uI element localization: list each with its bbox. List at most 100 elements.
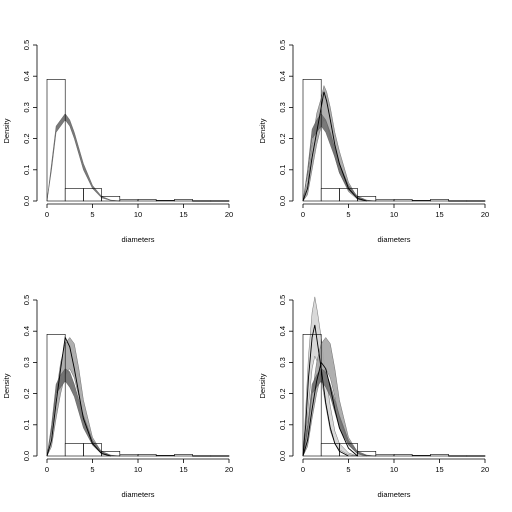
y-tick-label: 0.0: [22, 451, 31, 461]
histogram-bar: [83, 188, 102, 202]
y-tick-label: 0.3: [22, 357, 31, 367]
density-line-2: [302, 361, 358, 457]
x-axis-label: diameters: [122, 235, 155, 244]
y-axis-label: Density: [258, 118, 267, 143]
y-tick-label: 0.4: [278, 71, 287, 81]
histogram-bar: [375, 199, 395, 202]
x-tick-label: 0: [301, 210, 305, 219]
y-tick-label: 0.3: [278, 357, 287, 367]
x-tick-label: 10: [390, 210, 398, 219]
density-line-1: [46, 335, 111, 457]
x-tick-label: 5: [90, 465, 94, 474]
y-tick-label: 0.5: [278, 295, 287, 305]
y-tick-label: 0.1: [278, 165, 287, 175]
histogram-bar: [101, 196, 121, 202]
density-band-1: [46, 113, 120, 202]
histogram-bar: [430, 454, 449, 457]
x-axis: 0 5 10 15 20 diameters: [301, 458, 489, 499]
histogram-bar: [174, 454, 193, 457]
histogram-bar: [64, 443, 84, 457]
chart-panel-top-right: 0 5 10 15 20 diameters 0.0 0.1 0.2 0.3 0.4 0.5 Densi…: [258, 40, 489, 244]
y-axis: 0.0 0.1 0.2 0.3 0.4 0.5 Density: [258, 295, 294, 461]
x-tick-label: 0: [301, 465, 305, 474]
x-tick-label: 20: [481, 210, 489, 219]
x-tick-label: 20: [225, 210, 233, 219]
histogram-bar: [137, 199, 157, 202]
histogram-bar: [357, 196, 377, 202]
y-axis-label: Density: [2, 118, 11, 143]
x-tick-label: 20: [225, 465, 233, 474]
y-axis: 0.0 0.1 0.2 0.3 0.4 0.5 Density: [258, 40, 294, 206]
histogram-bar: [466, 200, 486, 202]
x-tick-label: 5: [346, 465, 350, 474]
y-tick-label: 0.5: [278, 40, 287, 50]
x-tick-label: 15: [435, 210, 443, 219]
histogram-bar: [320, 188, 340, 202]
y-tick-label: 0.2: [278, 388, 287, 398]
x-axis-label: diameters: [378, 490, 411, 499]
y-tick-label: 0.1: [22, 420, 31, 430]
histogram-bar: [101, 451, 121, 457]
y-tick-label: 0.5: [22, 295, 31, 305]
x-axis-label: diameters: [378, 235, 411, 244]
histogram-bar: [339, 443, 358, 457]
histogram-bar: [64, 188, 84, 202]
y-tick-label: 0.4: [22, 326, 31, 336]
histogram-bar: [210, 455, 230, 457]
x-axis: 0 5 10 15 20 diameters: [45, 203, 233, 244]
histogram-bar: [119, 199, 139, 202]
y-axis: 0.0 0.1 0.2 0.3 0.4 0.5 Density: [2, 40, 38, 206]
y-tick-label: 0.2: [278, 133, 287, 143]
y-tick-label: 0.1: [278, 420, 287, 430]
chart-panel-bottom-left: 0 5 10 15 20 diameters 0.0 0.1 0.2 0.3 0.4 0.5 Densi…: [2, 295, 233, 499]
x-tick-label: 0: [45, 210, 49, 219]
histogram-bar: [46, 334, 66, 457]
histogram-bar: [357, 451, 377, 457]
histogram-bar: [448, 200, 468, 202]
y-tick-label: 0.5: [22, 40, 31, 50]
x-tick-label: 20: [481, 465, 489, 474]
y-tick-label: 0.4: [278, 326, 287, 336]
y-tick-label: 0.2: [22, 388, 31, 398]
x-tick-label: 10: [390, 465, 398, 474]
histogram-bar: [430, 199, 449, 202]
histogram-bar: [302, 334, 322, 457]
x-tick-label: 5: [90, 210, 94, 219]
histogram-bar: [155, 455, 175, 457]
y-tick-label: 0.3: [278, 102, 287, 112]
x-tick-label: 0: [45, 465, 49, 474]
histogram-bar: [375, 454, 395, 457]
y-axis-label: Density: [2, 373, 11, 398]
x-tick-label: 15: [435, 465, 443, 474]
histogram-bar: [393, 454, 413, 457]
histogram-bar: [192, 200, 212, 202]
histogram-bar: [137, 454, 157, 457]
y-axis: 0.0 0.1 0.2 0.3 0.4 0.5 Density: [2, 295, 38, 461]
histogram-bar: [155, 200, 175, 202]
histogram-bar: [210, 200, 230, 202]
histogram-bar: [393, 199, 413, 202]
histogram-bar: [411, 200, 431, 202]
x-tick-label: 15: [179, 465, 187, 474]
x-axis: 0 5 10 15 20 diameters: [301, 203, 489, 244]
histogram-bar: [83, 443, 102, 457]
x-tick-label: 5: [346, 210, 350, 219]
histogram-bar: [411, 455, 431, 457]
y-tick-label: 0.3: [22, 102, 31, 112]
x-axis-label: diameters: [122, 490, 155, 499]
histogram-bar: [174, 199, 193, 202]
y-tick-label: 0.0: [278, 196, 287, 206]
y-tick-label: 0.0: [278, 451, 287, 461]
histogram-bar: [466, 455, 486, 457]
density-line-1: [302, 324, 349, 457]
y-tick-label: 0.0: [22, 196, 31, 206]
x-tick-label: 15: [179, 210, 187, 219]
x-tick-label: 10: [134, 210, 142, 219]
y-tick-label: 0.4: [22, 71, 31, 81]
x-axis: 0 5 10 15 20 diameters: [45, 458, 233, 499]
chart-panel-top-left: 0 5 10 15 20 diameters 0.0 0.1 0.2 0.3 0.4 0.5 Densi…: [2, 40, 233, 244]
y-axis-label: Density: [258, 373, 267, 398]
histogram-bar: [46, 79, 66, 202]
histogram-bar: [339, 188, 358, 202]
